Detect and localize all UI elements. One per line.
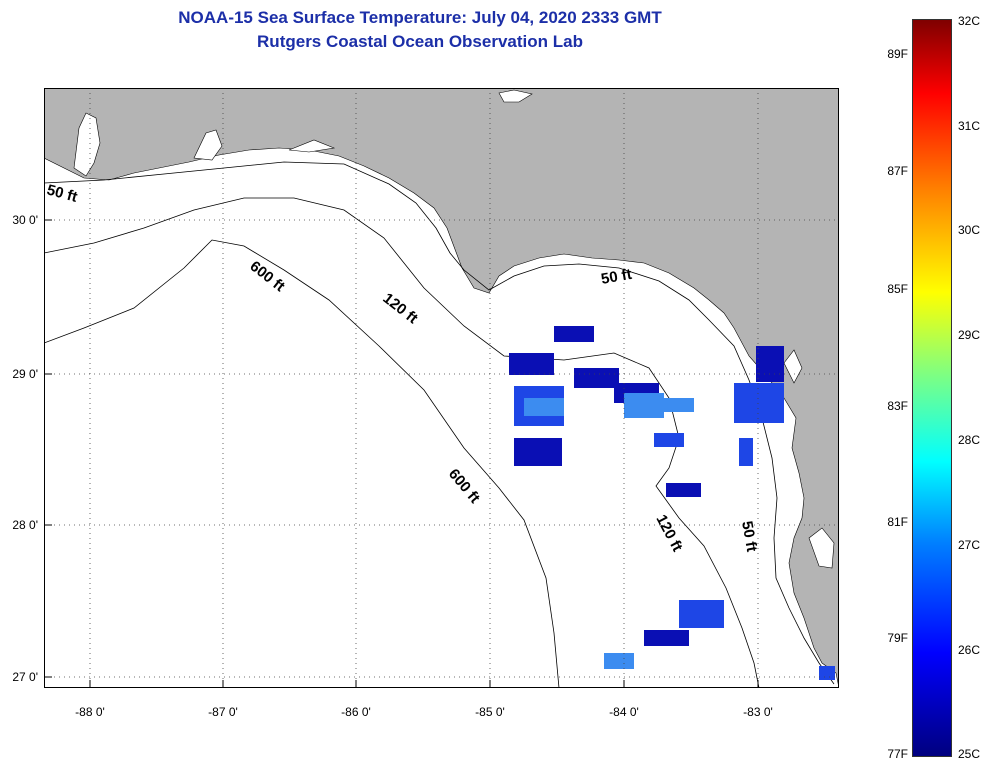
bay-area [498,89,533,103]
celsius-label: 30C [958,223,981,237]
fahrenheit-label: 89F [887,47,908,61]
sst-swaths [509,326,835,680]
contour-600ft [44,239,560,688]
sst-patch [574,368,619,388]
sst-patch [654,433,684,447]
sst-patch [604,653,634,669]
celsius-label: 31C [958,119,981,133]
bay-area [73,112,101,177]
celsius-label: 29C [958,328,981,342]
temperature-colorbar [912,19,952,757]
lon-label: -84 0' [609,705,639,719]
sst-patch [554,326,594,342]
fahrenheit-label: 85F [887,282,908,296]
fahrenheit-label: 77F [887,747,908,761]
figure-title: NOAA-15 Sea Surface Temperature: July 04… [178,8,662,27]
lat-label: 30 0' [12,213,38,227]
sst-patch [756,346,784,382]
bay-area [288,139,336,153]
sst-patch [524,398,564,416]
celsius-label: 27C [958,538,981,552]
contour-50ft [44,161,835,685]
contour-label: 50 ft [600,266,633,288]
land-mass [44,88,839,688]
fahrenheit-label: 79F [887,631,908,645]
fahrenheit-label: 83F [887,399,908,413]
sst-patch [739,438,753,466]
bay-area [193,129,223,161]
sst-patch [659,398,694,412]
lon-label: -85 0' [475,705,505,719]
celsius-label: 28C [958,433,981,447]
lon-label: -86 0' [341,705,371,719]
lon-label: -83 0' [743,705,773,719]
celsius-label: 32C [958,14,981,28]
axis-ticks [44,219,759,688]
sst-patch [734,383,784,423]
sst-patch [514,438,562,466]
map-frame [44,88,839,688]
lon-label: -88 0' [75,705,105,719]
celsius-label: 25C [958,747,981,761]
figure-subtitle: Rutgers Coastal Ocean Observation Lab [257,32,583,51]
sst-patch [624,393,664,418]
lon-label: -87 0' [208,705,238,719]
sst-patch [679,600,724,628]
contour-120ft [44,197,760,688]
contour-label: 50 ft [738,520,760,553]
sst-patch [644,630,689,646]
lat-label: 29 0' [12,367,38,381]
bay-area [783,349,803,384]
fahrenheit-label: 87F [887,164,908,178]
sst-patch [819,666,835,680]
lat-label: 27 0' [12,670,38,684]
sst-patch [666,483,701,497]
map-panel: 50 ft 600 ft 120 ft 50 ft 600 ft 120 ft … [44,88,839,688]
sst-patch [509,353,554,375]
fahrenheit-label: 81F [887,515,908,529]
bay-area [808,527,835,569]
celsius-label: 26C [958,643,981,657]
coordinate-grid [44,88,839,688]
lat-label: 28 0' [12,518,38,532]
